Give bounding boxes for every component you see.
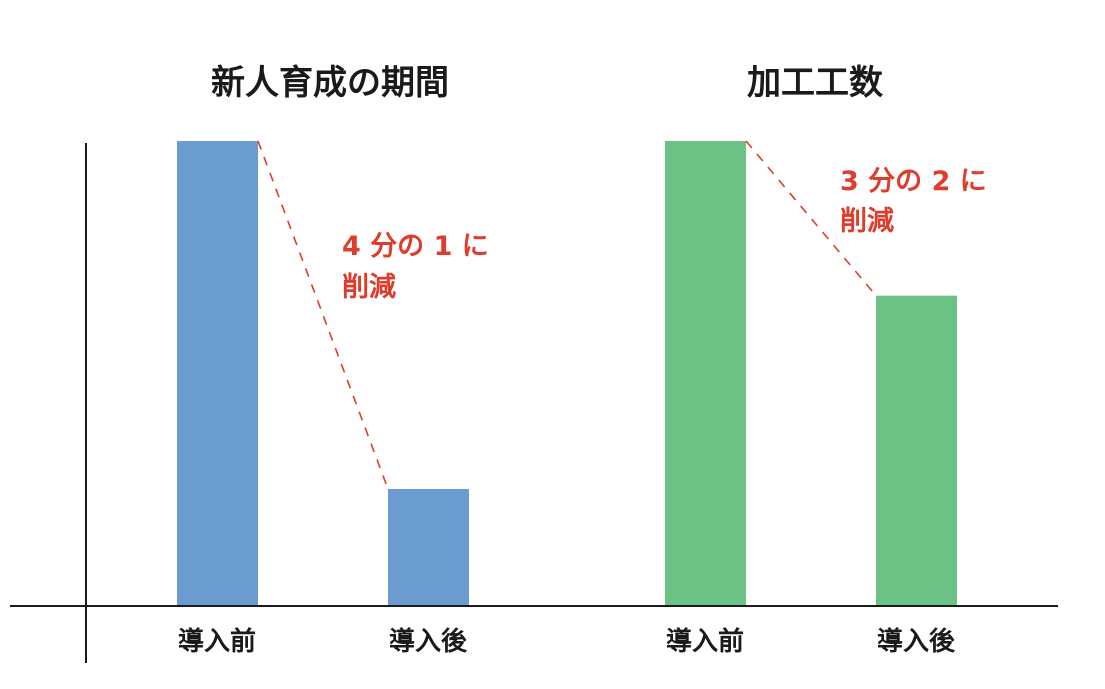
reduction-annotation-line1: 3 分の 2 に <box>840 166 987 197</box>
chart-training-period: 新人育成の期間 導入前 導入後 4 分の 1 に 削減 <box>177 63 489 657</box>
bar-before <box>177 141 258 605</box>
x-tick-label-after: 導入後 <box>877 626 956 657</box>
reduction-trend-line <box>257 140 389 490</box>
chart-title: 加工工数 <box>747 63 883 103</box>
bar-before <box>665 141 746 605</box>
reduction-annotation-line1: 4 分の 1 に <box>342 231 489 262</box>
x-tick-label-after: 導入後 <box>389 626 468 657</box>
reduction-annotation-line2: 削減 <box>840 206 894 237</box>
bar-after <box>388 489 469 605</box>
chart-processing-hours: 加工工数 導入前 導入後 3 分の 2 に 削減 <box>665 63 987 657</box>
bar-after <box>876 295 957 605</box>
x-tick-label-before: 導入前 <box>666 626 744 657</box>
chart-title: 新人育成の期間 <box>211 63 449 103</box>
reduction-annotation-line2: 削減 <box>342 272 396 303</box>
x-tick-label-before: 導入前 <box>178 626 256 657</box>
